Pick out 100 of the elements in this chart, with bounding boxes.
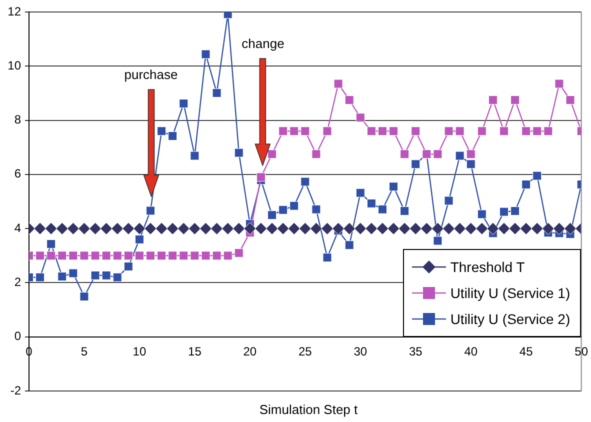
point xyxy=(477,126,486,136)
point xyxy=(124,251,133,260)
point xyxy=(36,251,45,260)
point xyxy=(290,126,299,136)
y-tick-label: 8 xyxy=(14,112,22,127)
point xyxy=(80,292,89,302)
point xyxy=(212,88,222,98)
point xyxy=(444,126,454,136)
point xyxy=(300,126,310,136)
point xyxy=(520,222,532,235)
point xyxy=(222,222,234,235)
point xyxy=(102,270,111,280)
point xyxy=(278,205,288,214)
point xyxy=(278,126,288,136)
point xyxy=(89,222,102,235)
x-tick-label: 35 xyxy=(408,344,423,358)
y-tick-label: 12 xyxy=(8,4,22,18)
point xyxy=(522,180,531,189)
point xyxy=(46,251,56,260)
point xyxy=(322,126,332,136)
point xyxy=(68,251,78,260)
point xyxy=(332,222,345,235)
point xyxy=(268,210,277,220)
point xyxy=(376,222,389,235)
x-tick-label: 40 xyxy=(464,344,478,358)
point xyxy=(389,182,398,192)
legend-label: Threshold T xyxy=(450,258,525,275)
point xyxy=(476,222,488,235)
point xyxy=(56,222,68,235)
point xyxy=(66,222,80,235)
point xyxy=(466,150,476,159)
y-tick-label: -2 xyxy=(10,383,22,398)
point xyxy=(365,222,378,235)
point xyxy=(566,95,575,104)
point xyxy=(564,222,577,235)
point xyxy=(444,196,454,206)
point xyxy=(134,251,144,260)
point xyxy=(455,151,464,160)
point xyxy=(411,126,420,136)
point xyxy=(500,207,508,216)
point xyxy=(510,95,520,104)
point xyxy=(310,222,322,235)
x-tick-label: 10 xyxy=(132,344,146,358)
legend-label: Utility U (Service 2) xyxy=(450,310,570,327)
x-tick-label: 30 xyxy=(354,344,368,358)
point xyxy=(232,222,246,235)
point xyxy=(510,206,520,216)
point xyxy=(244,222,256,235)
point xyxy=(112,272,122,282)
point xyxy=(544,126,553,136)
point xyxy=(464,222,478,235)
point xyxy=(212,251,222,260)
x-tick-label: 5 xyxy=(80,344,88,358)
point xyxy=(155,222,168,235)
point xyxy=(522,126,531,136)
point xyxy=(400,150,410,159)
point xyxy=(343,222,356,235)
point xyxy=(312,150,321,159)
point xyxy=(554,79,564,88)
point xyxy=(78,222,90,235)
point xyxy=(389,126,398,136)
point xyxy=(122,222,135,235)
point xyxy=(488,95,498,104)
point xyxy=(455,126,464,136)
point xyxy=(234,148,244,158)
point xyxy=(431,222,444,235)
point xyxy=(234,248,244,258)
point xyxy=(420,222,433,235)
point xyxy=(44,222,58,235)
point xyxy=(124,262,133,271)
point xyxy=(552,222,566,235)
point xyxy=(58,251,67,260)
point xyxy=(454,222,466,235)
point xyxy=(498,222,510,235)
point xyxy=(179,99,188,108)
point xyxy=(111,222,124,235)
point xyxy=(508,222,522,235)
point xyxy=(190,151,200,160)
y-tick-label: 4 xyxy=(14,220,22,235)
point xyxy=(398,222,411,235)
point xyxy=(102,251,111,260)
point xyxy=(300,177,310,186)
point xyxy=(433,236,442,246)
legend-label: Utility U (Service 1) xyxy=(450,284,570,301)
y-tick-label: 2 xyxy=(14,275,22,290)
point xyxy=(321,222,334,235)
point xyxy=(477,210,486,219)
point xyxy=(34,222,46,235)
point xyxy=(356,188,365,198)
point xyxy=(387,222,400,235)
point xyxy=(188,222,201,235)
point xyxy=(344,95,354,104)
point xyxy=(532,126,542,136)
point xyxy=(433,150,442,159)
point xyxy=(366,198,376,208)
point xyxy=(177,222,190,235)
point xyxy=(157,126,166,136)
point xyxy=(46,240,56,248)
y-tick-label: 6 xyxy=(14,166,22,181)
x-tick-label: 45 xyxy=(519,344,534,358)
